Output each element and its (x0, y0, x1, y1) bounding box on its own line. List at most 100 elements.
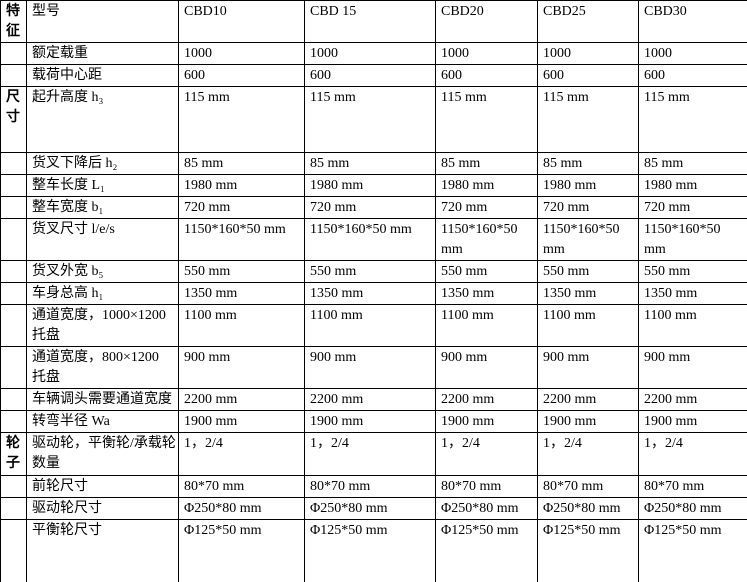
row-label: 额定载重 (26, 42, 179, 65)
row-label: 货叉尺寸 l/e/s (26, 218, 179, 261)
spec-value: 600 (537, 64, 639, 87)
spec-value: 1980 mm (638, 174, 747, 197)
table-row: 货叉尺寸 l/e/s 1150*160*50 mm 1150*160*50 mm 11… (0, 218, 747, 261)
table-row: 前轮尺寸 80*70 mm 80*70 mm 80*70 mm 80*70 mm 80*7… (0, 475, 747, 498)
row-label: 车辆调头需要通道宽度 (26, 388, 179, 411)
spec-value: 1150*160*50 mm (304, 218, 436, 261)
spec-value: Φ125*50 mm (537, 519, 639, 582)
spec-value: 720 mm (178, 196, 305, 219)
spec-value: Φ250*80 mm (537, 497, 639, 520)
group-cell (0, 388, 27, 411)
spec-value: 550 mm (178, 260, 305, 283)
spec-value: 900 mm (435, 346, 538, 389)
row-label: 整车宽度 b₁ (26, 196, 179, 219)
group-cell (0, 304, 27, 347)
spec-value: 80*70 mm (638, 475, 747, 498)
spec-value: 1，2/4 (435, 432, 538, 476)
spec-value: 85 mm (178, 152, 305, 175)
spec-value: 1350 mm (638, 282, 747, 305)
spec-value: 85 mm (638, 152, 747, 175)
table-row: 尺寸 起升高度 h₃ 115 mm 115 mm 115 mm 115 mm 115 mm (0, 86, 747, 153)
group-cell: 轮子 (0, 432, 27, 476)
row-label: 起升高度 h₃ (26, 86, 179, 153)
group-cell (0, 475, 27, 498)
group-cell (0, 42, 27, 65)
spec-value: 2200 mm (537, 388, 639, 411)
spec-value: 115 mm (537, 86, 639, 153)
row-label: 货叉下降后 h₂ (26, 152, 179, 175)
spec-value: 1，2/4 (537, 432, 639, 476)
spec-value: 1980 mm (178, 174, 305, 197)
spec-value: 1150*160*50 mm (638, 218, 747, 261)
spec-value: 85 mm (537, 152, 639, 175)
spec-value: 1000 (304, 42, 436, 65)
row-label: 整车长度 L₁ (26, 174, 179, 197)
spec-value: 600 (435, 64, 538, 87)
row-label: 驱动轮，平衡轮/承载轮数量 (26, 432, 179, 476)
spec-value: 600 (638, 64, 747, 87)
spec-value: Φ125*50 mm (638, 519, 747, 582)
spec-value: Φ250*80 mm (435, 497, 538, 520)
spec-value: 1900 mm (435, 410, 538, 433)
spec-value: 1100 mm (638, 304, 747, 347)
spec-value: 1900 mm (638, 410, 747, 433)
spec-value: 550 mm (537, 260, 639, 283)
table-row: 车辆调头需要通道宽度 2200 mm 2200 mm 2200 mm 2200 mm 22… (0, 388, 747, 411)
table-row: 车身总高 h₁ 1350 mm 1350 mm 1350 mm 1350 mm 1350 … (0, 282, 747, 305)
spec-value: 1000 (178, 42, 305, 65)
spec-value: 1，2/4 (638, 432, 747, 476)
spec-value: Φ125*50 mm (435, 519, 538, 582)
spec-value: 1150*160*50 mm (435, 218, 538, 261)
spec-value: 900 mm (638, 346, 747, 389)
spec-value: CBD10 (178, 0, 305, 43)
row-label: 通道宽度，800×1200 托盘 (26, 346, 179, 389)
spec-value: 900 mm (178, 346, 305, 389)
spec-value: 2200 mm (178, 388, 305, 411)
spec-value: 115 mm (435, 86, 538, 153)
table-row: 平衡轮尺寸 Φ125*50 mm Φ125*50 mm Φ125*50 mm Φ125*… (0, 519, 747, 582)
spec-value: 2200 mm (638, 388, 747, 411)
spec-value: 720 mm (537, 196, 639, 219)
spec-value: 1100 mm (435, 304, 538, 347)
table-row: 驱动轮尺寸 Φ250*80 mm Φ250*80 mm Φ250*80 mm Φ250*… (0, 497, 747, 520)
row-label: 型号 (26, 0, 179, 43)
table-row: 转弯半径 Wa 1900 mm 1900 mm 1900 mm 1900 mm 1900 … (0, 410, 747, 433)
spec-value: Φ125*50 mm (304, 519, 436, 582)
spec-value: 1150*160*50 mm (537, 218, 639, 261)
spec-value: 1100 mm (304, 304, 436, 347)
group-cell (0, 260, 27, 283)
row-label: 载荷中心距 (26, 64, 179, 87)
spec-value: CBD30 (638, 0, 747, 43)
table-row: 额定载重 1000 1000 1000 1000 1000 (0, 42, 747, 65)
table-row: 货叉下降后 h₂ 85 mm 85 mm 85 mm 85 mm 85 mm (0, 152, 747, 175)
group-cell: 特征 (0, 0, 27, 43)
table-row: 特征 型号 CBD10 CBD 15 CBD20 CBD25 CBD30 (0, 0, 747, 43)
spec-value: 115 mm (304, 86, 436, 153)
group-cell (0, 218, 27, 261)
group-cell (0, 497, 27, 520)
row-label: 驱动轮尺寸 (26, 497, 179, 520)
group-cell: 尺寸 (0, 86, 27, 153)
spec-value: 2200 mm (435, 388, 538, 411)
group-cell (0, 152, 27, 175)
spec-value: 115 mm (638, 86, 747, 153)
spec-value: 80*70 mm (537, 475, 639, 498)
spec-value: 1980 mm (435, 174, 538, 197)
spec-value: 2200 mm (304, 388, 436, 411)
spec-value: 900 mm (537, 346, 639, 389)
table-row: 通道宽度，1000×1200 托盘 1100 mm 1100 mm 1100 mm 11… (0, 304, 747, 347)
spec-value: CBD25 (537, 0, 639, 43)
spec-value: Φ250*80 mm (178, 497, 305, 520)
spec-value: 550 mm (435, 260, 538, 283)
spec-value: Φ125*50 mm (178, 519, 305, 582)
row-label: 前轮尺寸 (26, 475, 179, 498)
row-label: 通道宽度，1000×1200 托盘 (26, 304, 179, 347)
spec-value: 1，2/4 (178, 432, 305, 476)
spec-value: 900 mm (304, 346, 436, 389)
row-label: 车身总高 h₁ (26, 282, 179, 305)
spec-value: 1900 mm (304, 410, 436, 433)
spec-value: 720 mm (638, 196, 747, 219)
spec-value: 1100 mm (178, 304, 305, 347)
